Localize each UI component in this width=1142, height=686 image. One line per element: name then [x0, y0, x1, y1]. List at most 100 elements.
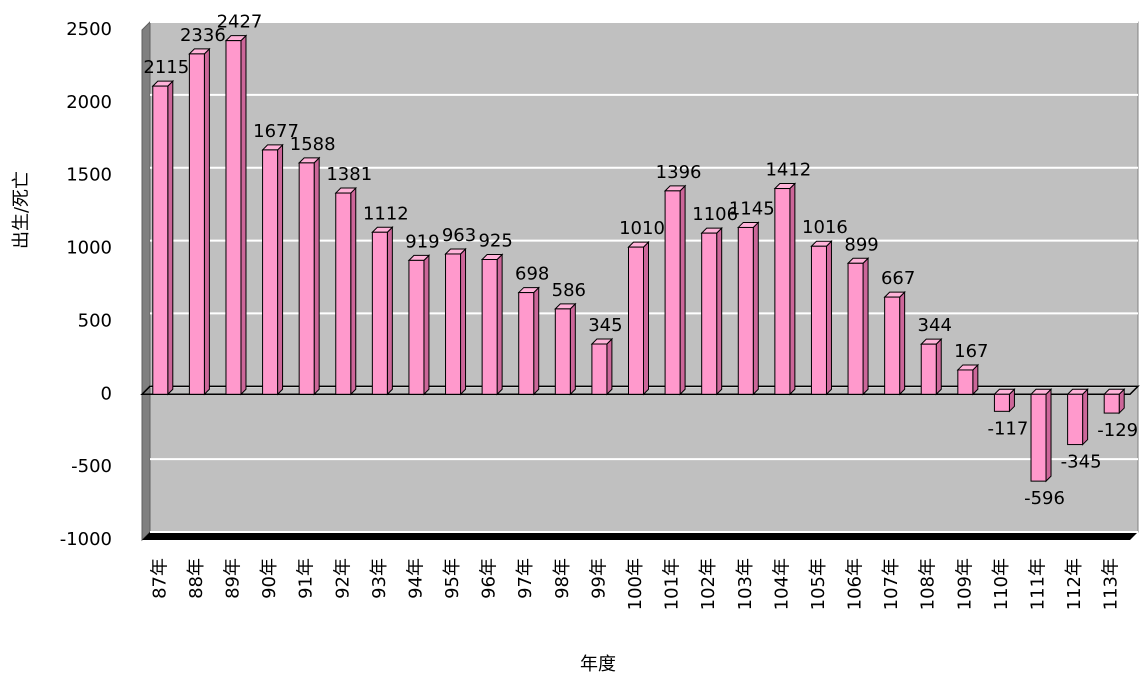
bar-face [884, 296, 901, 395]
bar [480, 253, 504, 396]
bar-face [445, 253, 462, 395]
bar-face [643, 240, 649, 396]
x-tick-label: 88年 [186, 558, 207, 599]
bar-face [167, 79, 174, 396]
y-tick-label: 2500 [66, 19, 112, 40]
data-label: 345 [588, 315, 622, 336]
x-tick-label: 105年 [808, 558, 829, 610]
bar [554, 302, 577, 396]
data-label: 1112 [363, 203, 409, 224]
x-tick-label: 100年 [625, 558, 646, 610]
bar [1102, 388, 1126, 415]
bar-face [1103, 393, 1120, 414]
x-tick-label: 99年 [588, 558, 609, 599]
bar [920, 337, 943, 396]
bar [883, 290, 906, 396]
bar-face [371, 231, 388, 395]
bar [663, 184, 687, 396]
data-label: 667 [881, 268, 915, 289]
bar-face [591, 343, 608, 395]
bar [737, 221, 760, 396]
bar [846, 257, 870, 396]
bar-face [298, 162, 315, 395]
bar [627, 240, 650, 396]
data-label: 1588 [290, 134, 336, 155]
bar-face [335, 192, 352, 395]
y-tick-label: -500 [71, 456, 112, 477]
bar-face [789, 182, 796, 396]
bar [810, 240, 833, 396]
bar-face [899, 290, 906, 396]
bar-face [606, 337, 613, 396]
data-label: -345 [1061, 452, 1102, 473]
x-tick-label: 94年 [405, 558, 426, 599]
data-label: 1412 [765, 160, 811, 181]
bar-face [203, 47, 210, 396]
y-tick-label: 500 [78, 310, 112, 331]
x-tick-label: 113年 [1101, 558, 1122, 610]
bar-face [423, 254, 430, 396]
bar-face [386, 226, 393, 396]
y-tick-label: 2000 [66, 92, 112, 113]
data-label: 1145 [729, 198, 775, 219]
bar-face [825, 240, 832, 396]
data-label: 2115 [143, 57, 189, 78]
x-tick-label: 110年 [991, 558, 1012, 610]
bar-face [1045, 388, 1052, 483]
data-label: 1381 [326, 164, 372, 185]
bar-face [701, 232, 718, 395]
x-tick-label: 87年 [149, 558, 170, 599]
data-label: 919 [405, 231, 439, 252]
bar-face [920, 343, 937, 395]
bar [334, 186, 357, 396]
x-tick-label: 89年 [222, 558, 243, 599]
bar-face [408, 259, 425, 395]
bar [773, 182, 797, 396]
bar-face [533, 286, 540, 396]
bar-face [679, 184, 686, 396]
x-tick-label: 103年 [735, 558, 756, 610]
x-axis-title: 年度 [580, 654, 616, 675]
bar [188, 47, 211, 396]
bar-face [496, 253, 503, 396]
bar-face [152, 85, 169, 395]
side-wall [141, 20, 151, 542]
bar-face [277, 143, 284, 396]
bar-face [862, 257, 869, 396]
data-label: 1396 [656, 162, 702, 183]
bar [700, 226, 723, 396]
bar-face [481, 259, 498, 395]
bar [151, 79, 175, 396]
bar-face [628, 246, 644, 395]
data-label: 1677 [253, 121, 299, 142]
bar-face [1082, 388, 1089, 446]
data-label: -129 [1097, 420, 1138, 441]
y-tick-label: 1000 [66, 238, 112, 259]
bar [297, 156, 321, 396]
bar [993, 388, 1016, 413]
data-label: 2427 [217, 12, 263, 33]
y-tick-label: 0 [101, 383, 112, 404]
bar-face [957, 369, 974, 395]
data-label: 586 [552, 280, 586, 301]
floor [142, 532, 1138, 540]
x-tick-label: 106年 [845, 558, 866, 610]
bar-face [1067, 393, 1084, 446]
bar-face [262, 149, 279, 395]
bar-face [1030, 393, 1047, 482]
data-label: 344 [918, 315, 952, 336]
data-label: 698 [515, 264, 549, 285]
x-tick-label: 97年 [515, 558, 536, 599]
bar-face [188, 53, 205, 395]
x-tick-label: 107年 [881, 558, 902, 610]
x-tick-label: 95年 [442, 558, 463, 599]
x-tick-label: 112年 [1064, 558, 1085, 610]
bar-face [716, 226, 723, 396]
bar-face [810, 245, 827, 395]
bar [1066, 388, 1089, 446]
bar [517, 286, 540, 396]
bar-face [752, 221, 759, 396]
x-tick-label: 104年 [771, 558, 792, 610]
x-tick-label: 102年 [698, 558, 719, 610]
